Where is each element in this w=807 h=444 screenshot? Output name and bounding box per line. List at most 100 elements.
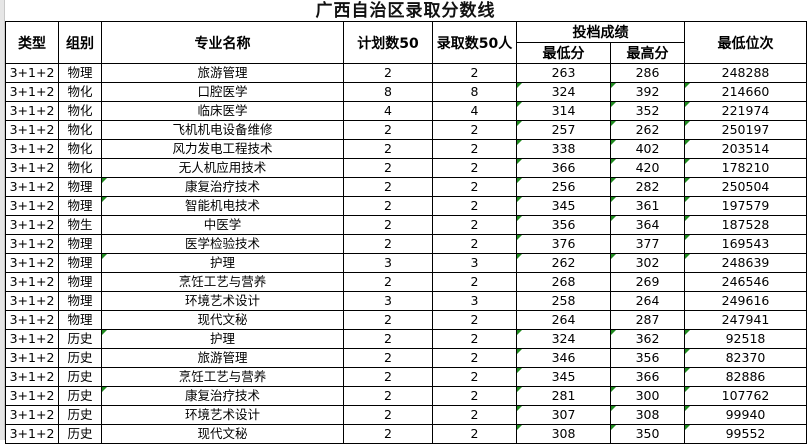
cell-plan[interactable]: 8	[343, 82, 433, 102]
cell-rank[interactable]: 99940	[684, 405, 807, 425]
cell-max[interactable]: 286	[610, 63, 685, 83]
cell-type[interactable]: 3+1+2	[5, 120, 59, 140]
cell-rank[interactable]: 92518	[684, 329, 807, 349]
cell-plan[interactable]: 2	[343, 386, 433, 406]
cell-min[interactable]: 346	[516, 348, 611, 368]
cell-max[interactable]: 287	[610, 310, 685, 330]
cell-group[interactable]: 物生	[58, 215, 102, 235]
cell-max[interactable]: 350	[610, 424, 685, 444]
cell-type[interactable]: 3+1+2	[5, 82, 59, 102]
cell-major[interactable]: 烹饪工艺与营养	[101, 367, 344, 387]
cell-admit[interactable]: 2	[432, 348, 517, 368]
cell-major[interactable]: 环境艺术设计	[101, 291, 344, 311]
cell-admit[interactable]: 2	[432, 310, 517, 330]
header-plan[interactable]: 计划数50	[343, 21, 433, 64]
header-max-score[interactable]: 最高分	[610, 42, 685, 64]
cell-plan[interactable]: 2	[343, 234, 433, 254]
cell-max[interactable]: 356	[610, 348, 685, 368]
cell-max[interactable]: 364	[610, 215, 685, 235]
cell-max[interactable]: 269	[610, 272, 685, 292]
cell-type[interactable]: 3+1+2	[5, 291, 59, 311]
cell-group[interactable]: 物理	[58, 196, 102, 216]
cell-plan[interactable]: 2	[343, 177, 433, 197]
cell-major[interactable]: 中医学	[101, 215, 344, 235]
cell-min[interactable]: 281	[516, 386, 611, 406]
cell-rank[interactable]: 197579	[684, 196, 807, 216]
cell-admit[interactable]: 4	[432, 101, 517, 121]
cell-type[interactable]: 3+1+2	[5, 196, 59, 216]
cell-major[interactable]: 烹饪工艺与营养	[101, 272, 344, 292]
cell-min[interactable]: 366	[516, 158, 611, 178]
cell-major[interactable]: 无人机应用技术	[101, 158, 344, 178]
cell-group[interactable]: 物化	[58, 158, 102, 178]
cell-type[interactable]: 3+1+2	[5, 158, 59, 178]
cell-plan[interactable]: 4	[343, 101, 433, 121]
cell-plan[interactable]: 3	[343, 291, 433, 311]
cell-major[interactable]: 现代文秘	[101, 310, 344, 330]
cell-admit[interactable]: 2	[432, 329, 517, 349]
cell-major[interactable]: 飞机机电设备维修	[101, 120, 344, 140]
header-admit[interactable]: 录取数50人	[432, 21, 517, 64]
cell-admit[interactable]: 2	[432, 272, 517, 292]
cell-min[interactable]: 256	[516, 177, 611, 197]
cell-admit[interactable]: 3	[432, 291, 517, 311]
cell-group[interactable]: 物化	[58, 120, 102, 140]
cell-min[interactable]: 262	[516, 253, 611, 273]
cell-plan[interactable]: 2	[343, 63, 433, 83]
cell-max[interactable]: 264	[610, 291, 685, 311]
cell-admit[interactable]: 8	[432, 82, 517, 102]
cell-plan[interactable]: 3	[343, 253, 433, 273]
cell-max[interactable]: 300	[610, 386, 685, 406]
cell-type[interactable]: 3+1+2	[5, 101, 59, 121]
cell-type[interactable]: 3+1+2	[5, 329, 59, 349]
cell-admit[interactable]: 2	[432, 63, 517, 83]
cell-min[interactable]: 376	[516, 234, 611, 254]
cell-plan[interactable]: 2	[343, 120, 433, 140]
header-rank[interactable]: 最低位次	[684, 21, 807, 64]
cell-plan[interactable]: 2	[343, 196, 433, 216]
cell-group[interactable]: 历史	[58, 386, 102, 406]
cell-group[interactable]: 历史	[58, 405, 102, 425]
cell-plan[interactable]: 2	[343, 310, 433, 330]
cell-rank[interactable]: 82370	[684, 348, 807, 368]
cell-major[interactable]: 医学检验技术	[101, 234, 344, 254]
cell-major[interactable]: 护理	[101, 329, 344, 349]
cell-min[interactable]: 264	[516, 310, 611, 330]
cell-admit[interactable]: 2	[432, 215, 517, 235]
cell-type[interactable]: 3+1+2	[5, 253, 59, 273]
cell-min[interactable]: 263	[516, 63, 611, 83]
cell-max[interactable]: 308	[610, 405, 685, 425]
cell-admit[interactable]: 2	[432, 386, 517, 406]
cell-rank[interactable]: 250504	[684, 177, 807, 197]
cell-rank[interactable]: 214660	[684, 82, 807, 102]
cell-group[interactable]: 历史	[58, 348, 102, 368]
cell-admit[interactable]: 2	[432, 139, 517, 159]
cell-rank[interactable]: 82886	[684, 367, 807, 387]
cell-type[interactable]: 3+1+2	[5, 215, 59, 235]
cell-type[interactable]: 3+1+2	[5, 63, 59, 83]
cell-type[interactable]: 3+1+2	[5, 348, 59, 368]
cell-max[interactable]: 282	[610, 177, 685, 197]
cell-rank[interactable]: 187528	[684, 215, 807, 235]
cell-rank[interactable]: 246546	[684, 272, 807, 292]
cell-min[interactable]: 356	[516, 215, 611, 235]
cell-group[interactable]: 历史	[58, 424, 102, 444]
cell-major[interactable]: 口腔医学	[101, 82, 344, 102]
cell-plan[interactable]: 2	[343, 272, 433, 292]
cell-rank[interactable]: 248288	[684, 63, 807, 83]
header-type[interactable]: 类型	[5, 21, 59, 64]
cell-admit[interactable]: 2	[432, 177, 517, 197]
cell-rank[interactable]: 107762	[684, 386, 807, 406]
cell-admit[interactable]: 3	[432, 253, 517, 273]
cell-type[interactable]: 3+1+2	[5, 234, 59, 254]
cell-max[interactable]: 402	[610, 139, 685, 159]
cell-group[interactable]: 物理	[58, 253, 102, 273]
cell-group[interactable]: 物理	[58, 291, 102, 311]
cell-max[interactable]: 262	[610, 120, 685, 140]
cell-rank[interactable]: 247941	[684, 310, 807, 330]
cell-plan[interactable]: 2	[343, 348, 433, 368]
cell-major[interactable]: 智能机电技术	[101, 196, 344, 216]
cell-admit[interactable]: 2	[432, 405, 517, 425]
cell-min[interactable]: 307	[516, 405, 611, 425]
cell-min[interactable]: 324	[516, 329, 611, 349]
